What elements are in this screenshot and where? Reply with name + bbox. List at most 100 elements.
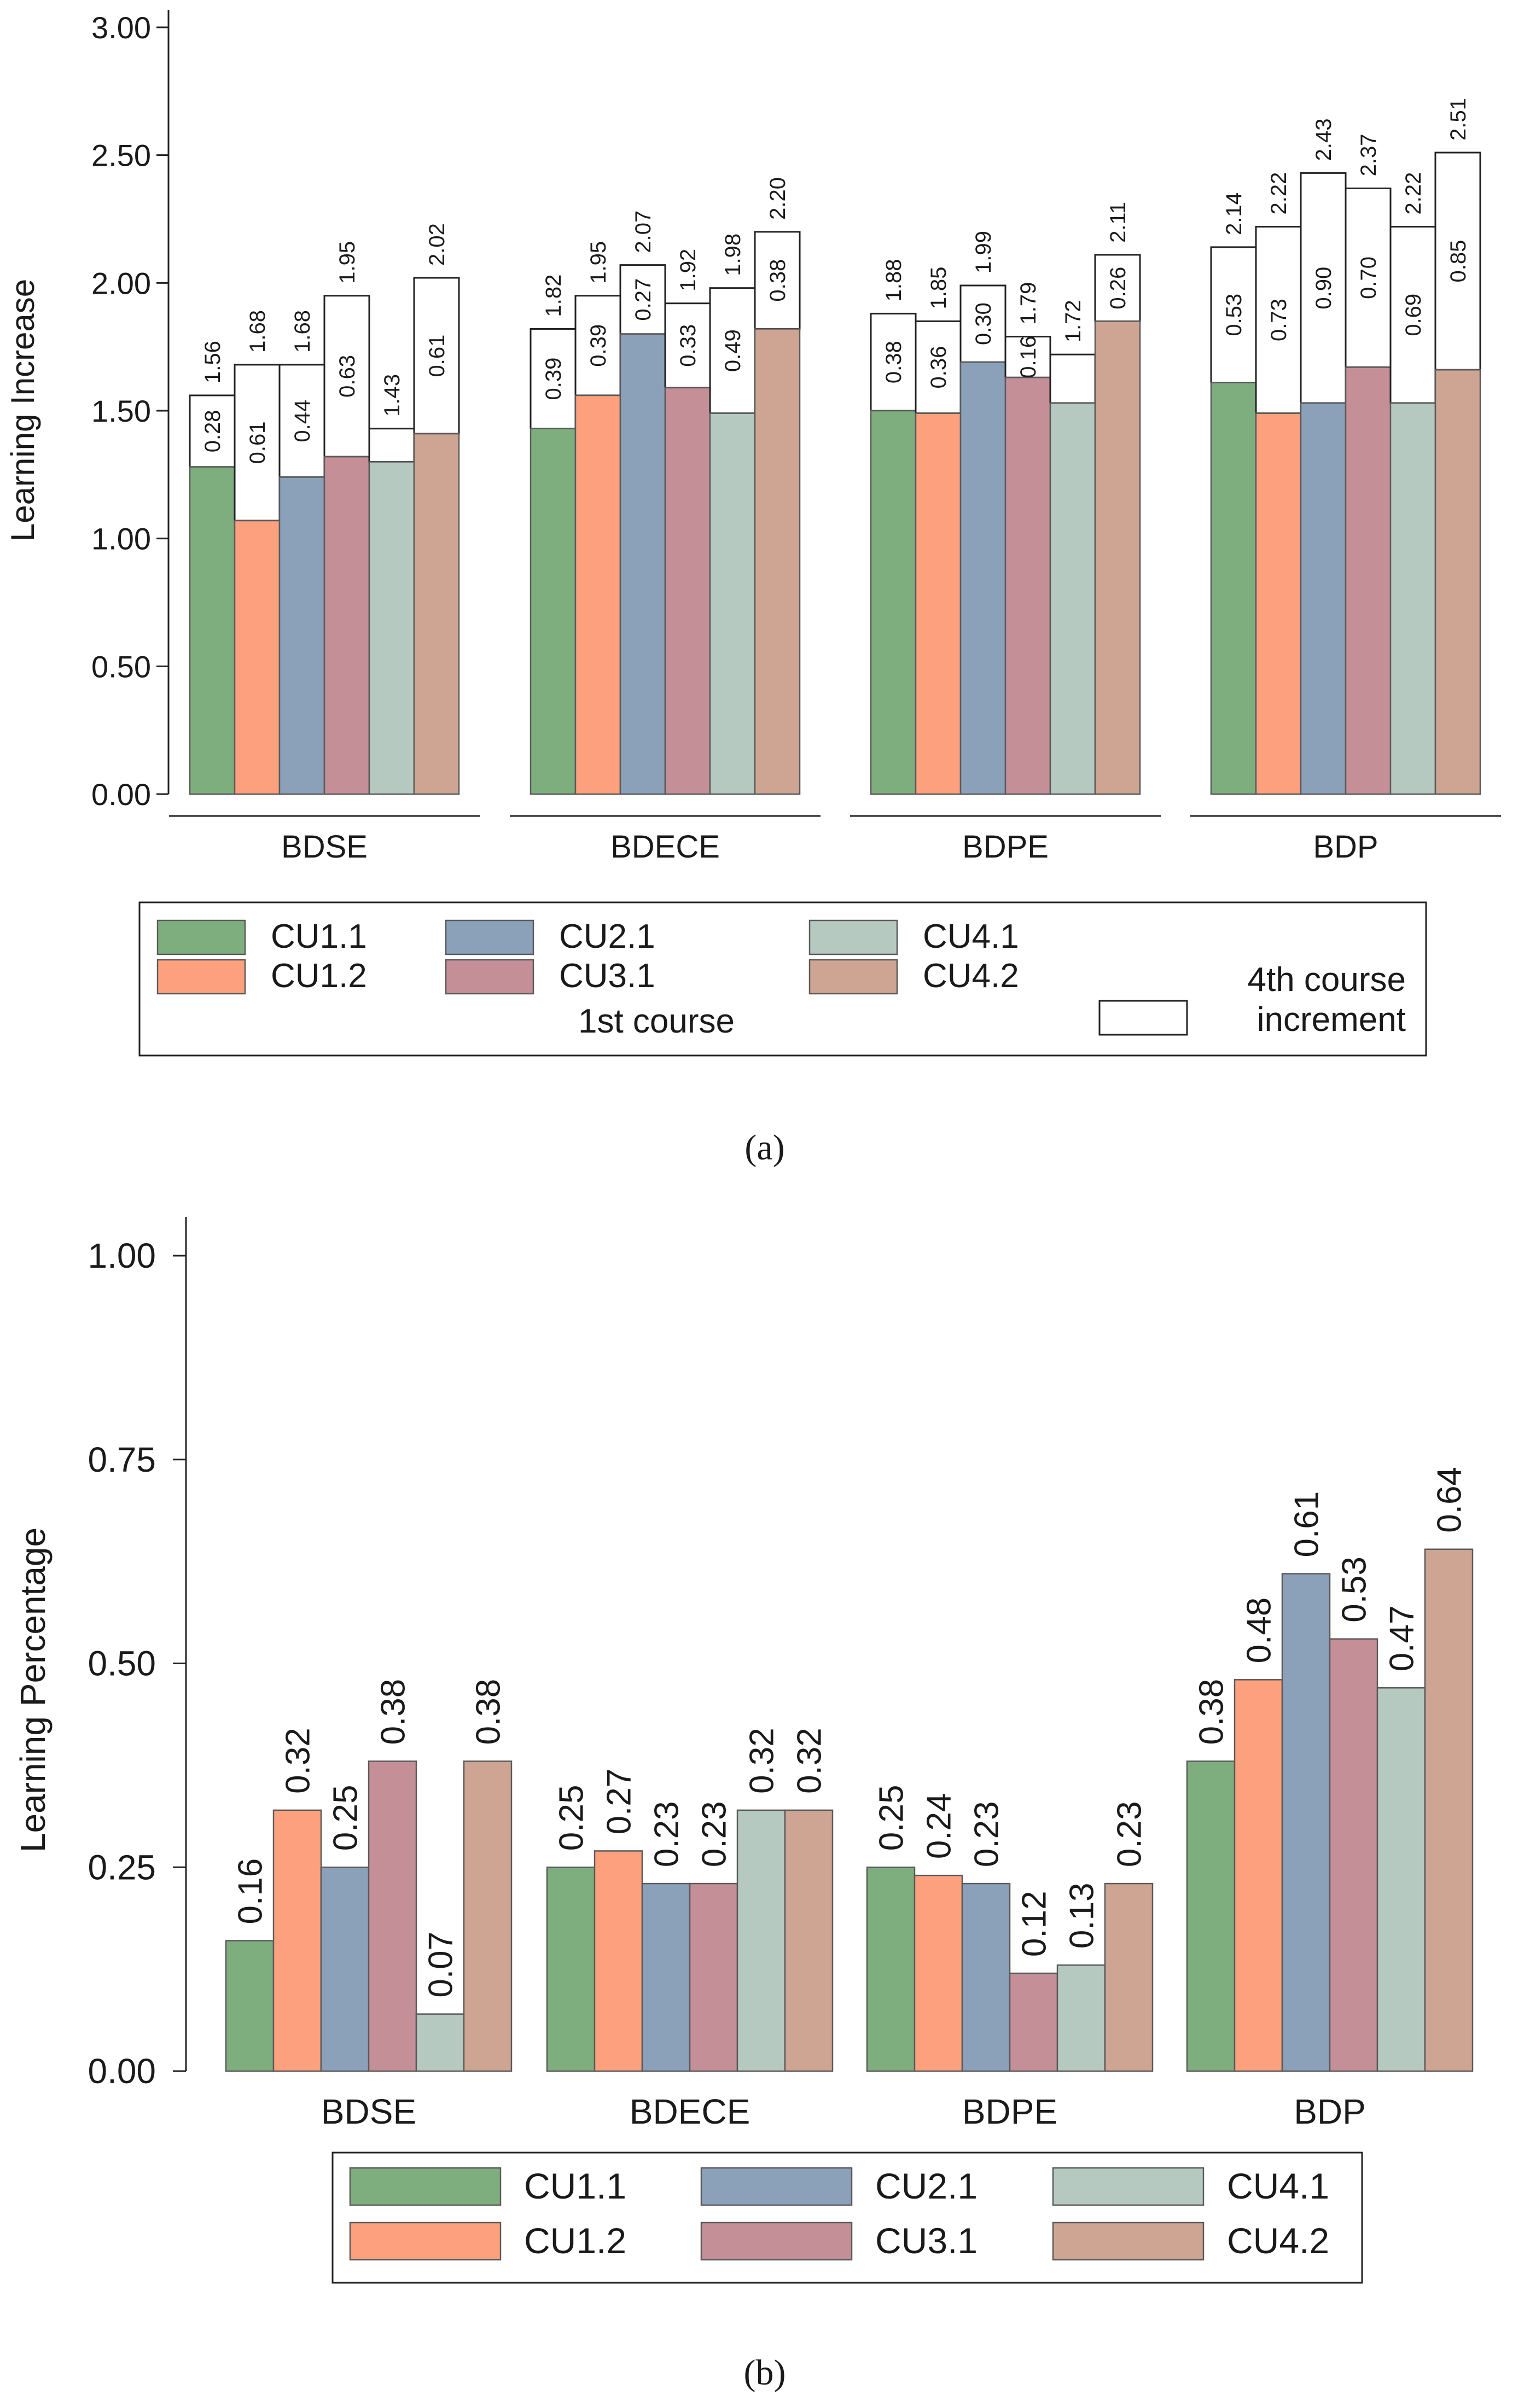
bar-cu4-1-bdece — [736, 1809, 786, 2072]
legend-swatch-cu4-2 — [808, 959, 898, 995]
value-label: 0.38 — [1193, 1679, 1231, 1745]
total-label: 2.22 — [1267, 172, 1291, 215]
bar-cu1-1-bdp — [1210, 382, 1257, 795]
bar-cu1-2-bdp — [1255, 412, 1302, 795]
total-label: 2.20 — [766, 177, 790, 220]
bar-cu4-2-bdpe — [1104, 1882, 1154, 2072]
bar-cu1-1-bdpe — [866, 1867, 916, 2072]
category-label: BDECE — [610, 829, 720, 865]
bar-cu1-2-bdece — [574, 394, 621, 795]
legend-swatch-cu3-1 — [700, 2222, 853, 2261]
legend-group-title: 1st course — [578, 1002, 735, 1040]
bar-cu3-1-bdse — [323, 456, 370, 795]
increment-bar-cu4-1-bdece — [709, 287, 756, 415]
increment-label: 0.30 — [971, 302, 996, 345]
category-label: BDSE — [281, 829, 368, 865]
value-label: 0.13 — [1063, 1882, 1101, 1949]
total-label: 1.98 — [721, 234, 745, 276]
value-label: 0.38 — [470, 1679, 508, 1745]
bar-cu1-1-bdse — [189, 466, 236, 795]
value-label: 0.27 — [601, 1769, 638, 1835]
value-label: 0.24 — [921, 1793, 958, 1859]
total-label: 1.43 — [380, 374, 404, 417]
increment-label: 0.16 — [1016, 336, 1040, 378]
bar-cu4-2-bdece — [784, 1809, 834, 2072]
total-label: 2.51 — [1446, 98, 1470, 141]
bar-cu1-2-bdse — [272, 1809, 322, 2072]
legend-swatch-cu2-1 — [445, 919, 534, 955]
y-tick-label: 1.50 — [91, 394, 151, 428]
bar-cu2-1-bdece — [619, 333, 666, 795]
bar-cu4-2-bdse — [463, 1760, 513, 2072]
category-label: BDPE — [962, 829, 1049, 865]
bar-cu1-1-bdpe — [870, 410, 917, 795]
legend-swatch-cu1-1 — [156, 919, 246, 955]
total-label: 1.82 — [542, 275, 566, 317]
y-tick-label: 0.50 — [91, 649, 151, 684]
total-label: 1.68 — [246, 310, 270, 353]
bar-cu4-2-bdp — [1434, 369, 1481, 795]
legend-swatch-increment — [1098, 1000, 1188, 1036]
panel-b-chart: 0.00 0.25 0.50 0.75 1.00 Learning Percentage 0… — [13, 1217, 1474, 2393]
total-label: 1.99 — [971, 231, 996, 273]
bar-cu3-1-bdpe — [1009, 1972, 1058, 2072]
total-label: 2.11 — [1106, 202, 1130, 243]
legend-box — [138, 901, 1427, 1057]
increment-bar-cu4-1-bdp — [1389, 226, 1436, 404]
increment-label: 0.38 — [766, 259, 790, 302]
y-tick-label: 1.00 — [88, 1236, 156, 1275]
value-label: 0.61 — [1288, 1491, 1326, 1558]
increment-bar-cu3-1-bdse — [323, 295, 370, 458]
increment-label: 0.39 — [542, 358, 566, 400]
total-label: 2.02 — [425, 223, 449, 266]
legend-swatch-cu1-1 — [349, 2167, 502, 2206]
legend-label: CU1.1 — [271, 918, 367, 955]
increment-label: 0.85 — [1446, 240, 1470, 283]
bar-cu3-1-bdp — [1345, 366, 1392, 795]
value-label: 0.25 — [327, 1785, 365, 1851]
bar-cu4-2-bdp — [1424, 1548, 1474, 2072]
bar-cu4-1-bdp — [1389, 402, 1436, 795]
increment-bar-cu1-1-bdpe — [870, 312, 917, 412]
value-label: 0.38 — [375, 1679, 412, 1745]
value-label: 0.64 — [1431, 1467, 1469, 1533]
y-tick-label: 0.75 — [88, 1440, 156, 1479]
bar-cu2-1-bdp — [1281, 1573, 1331, 2072]
increment-bar-cu1-1-bdse — [189, 394, 236, 468]
total-label: 1.72 — [1061, 300, 1085, 342]
value-label: 0.23 — [968, 1801, 1006, 1867]
bar-cu3-1-bdece — [689, 1882, 738, 2072]
bar-cu4-2-bdse — [413, 433, 460, 795]
category-label: BDECE — [630, 2092, 751, 2131]
value-label: 0.07 — [422, 1932, 460, 1998]
increment-bar-cu3-1-bdece — [664, 302, 711, 389]
panel-caption: (a) — [744, 1128, 784, 1168]
increment-label: 0.70 — [1357, 256, 1381, 299]
value-label: 0.16 — [232, 1858, 270, 1925]
legend-increment-label: 4th course — [1247, 961, 1406, 999]
increment-label: 0.36 — [927, 346, 951, 389]
bar-cu3-1-bdpe — [1004, 376, 1051, 795]
legend-label: CU2.1 — [875, 2166, 978, 2206]
bar-cu4-1-bdse — [368, 461, 415, 795]
bar-cu3-1-bdece — [664, 387, 711, 795]
legend-swatch-cu4-1 — [808, 919, 898, 955]
value-label: 0.32 — [280, 1728, 317, 1794]
total-label: 1.68 — [290, 310, 315, 353]
total-label: 1.95 — [586, 241, 610, 284]
total-label: 2.22 — [1401, 172, 1426, 215]
value-label: 0.53 — [1336, 1556, 1374, 1623]
legend-increment-label: increment — [1257, 1001, 1406, 1039]
legend-label: CU1.2 — [524, 2220, 626, 2261]
value-label: 0.47 — [1383, 1606, 1421, 1672]
bar-cu1-1-bdp — [1186, 1760, 1236, 2072]
increment-bar-cu2-1-bdpe — [959, 284, 1007, 363]
bar-cu1-1-bdece — [530, 428, 577, 795]
bar-cu4-1-bdpe — [1049, 402, 1096, 795]
bar-cu3-1-bdse — [368, 1760, 417, 2072]
bar-cu2-1-bdse — [320, 1867, 370, 2072]
bar-cu4-1-bdece — [709, 412, 756, 795]
legend-swatch-cu2-1 — [700, 2167, 853, 2206]
increment-label: 0.27 — [631, 278, 655, 321]
